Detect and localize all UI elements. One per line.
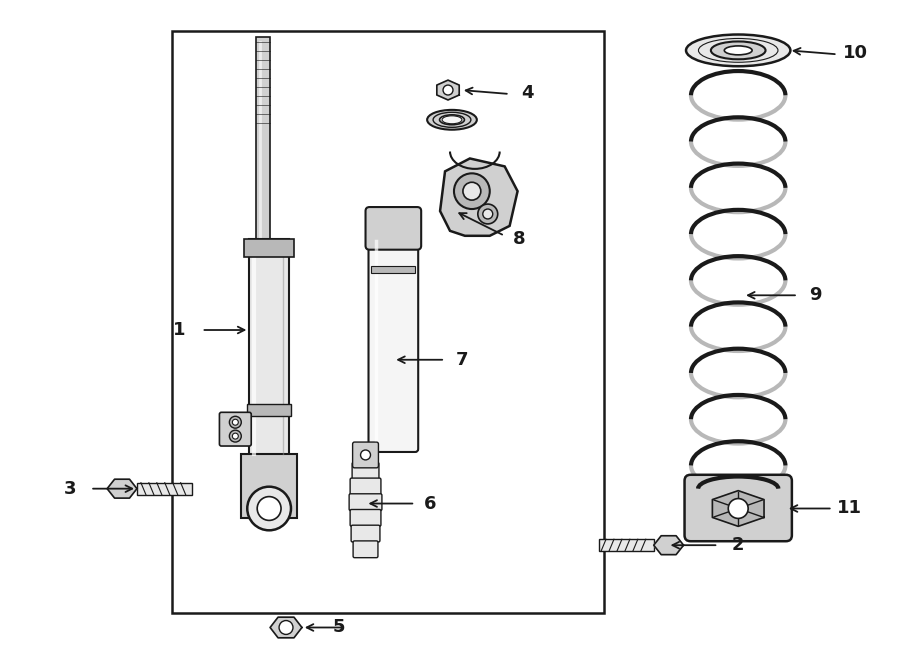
FancyBboxPatch shape bbox=[685, 475, 792, 542]
FancyBboxPatch shape bbox=[351, 525, 380, 542]
Text: 7: 7 bbox=[455, 351, 468, 369]
Bar bbox=[241, 454, 297, 518]
Circle shape bbox=[478, 204, 498, 224]
Ellipse shape bbox=[428, 110, 477, 130]
Bar bbox=[372, 265, 415, 273]
Circle shape bbox=[248, 487, 291, 530]
Polygon shape bbox=[270, 617, 302, 638]
Circle shape bbox=[443, 85, 453, 95]
FancyBboxPatch shape bbox=[220, 412, 251, 446]
Bar bbox=[249, 239, 289, 459]
Circle shape bbox=[463, 182, 481, 200]
Text: 9: 9 bbox=[809, 286, 822, 305]
Polygon shape bbox=[653, 536, 683, 555]
Text: 4: 4 bbox=[521, 84, 534, 102]
FancyBboxPatch shape bbox=[365, 207, 421, 250]
Circle shape bbox=[257, 496, 281, 520]
Text: 11: 11 bbox=[837, 500, 862, 518]
Text: 5: 5 bbox=[333, 618, 346, 636]
Circle shape bbox=[361, 450, 371, 460]
FancyBboxPatch shape bbox=[349, 494, 382, 510]
Bar bbox=[256, 38, 270, 241]
Circle shape bbox=[232, 433, 239, 439]
Circle shape bbox=[230, 430, 241, 442]
Text: 2: 2 bbox=[732, 536, 744, 554]
Circle shape bbox=[482, 209, 492, 219]
Ellipse shape bbox=[686, 34, 790, 66]
Bar bbox=[244, 239, 294, 257]
Text: 10: 10 bbox=[843, 44, 868, 62]
Polygon shape bbox=[107, 479, 137, 498]
Text: 6: 6 bbox=[424, 495, 436, 512]
Polygon shape bbox=[436, 80, 459, 100]
Circle shape bbox=[728, 498, 748, 518]
Polygon shape bbox=[440, 158, 517, 236]
Circle shape bbox=[232, 419, 239, 425]
FancyBboxPatch shape bbox=[368, 233, 418, 452]
Ellipse shape bbox=[724, 46, 752, 55]
FancyBboxPatch shape bbox=[352, 462, 379, 479]
Ellipse shape bbox=[439, 115, 464, 124]
FancyBboxPatch shape bbox=[353, 541, 378, 557]
Text: 3: 3 bbox=[64, 480, 76, 498]
Circle shape bbox=[454, 173, 490, 209]
Polygon shape bbox=[713, 491, 764, 526]
Text: 1: 1 bbox=[174, 321, 186, 339]
Ellipse shape bbox=[711, 42, 766, 60]
Bar bbox=[137, 483, 192, 495]
Circle shape bbox=[279, 620, 293, 634]
FancyBboxPatch shape bbox=[350, 510, 381, 526]
FancyBboxPatch shape bbox=[350, 478, 381, 495]
Circle shape bbox=[230, 416, 241, 428]
Text: 8: 8 bbox=[513, 230, 526, 248]
Bar bbox=[599, 540, 653, 551]
FancyBboxPatch shape bbox=[353, 442, 378, 468]
Bar bbox=[172, 30, 604, 612]
Bar bbox=[248, 404, 291, 416]
